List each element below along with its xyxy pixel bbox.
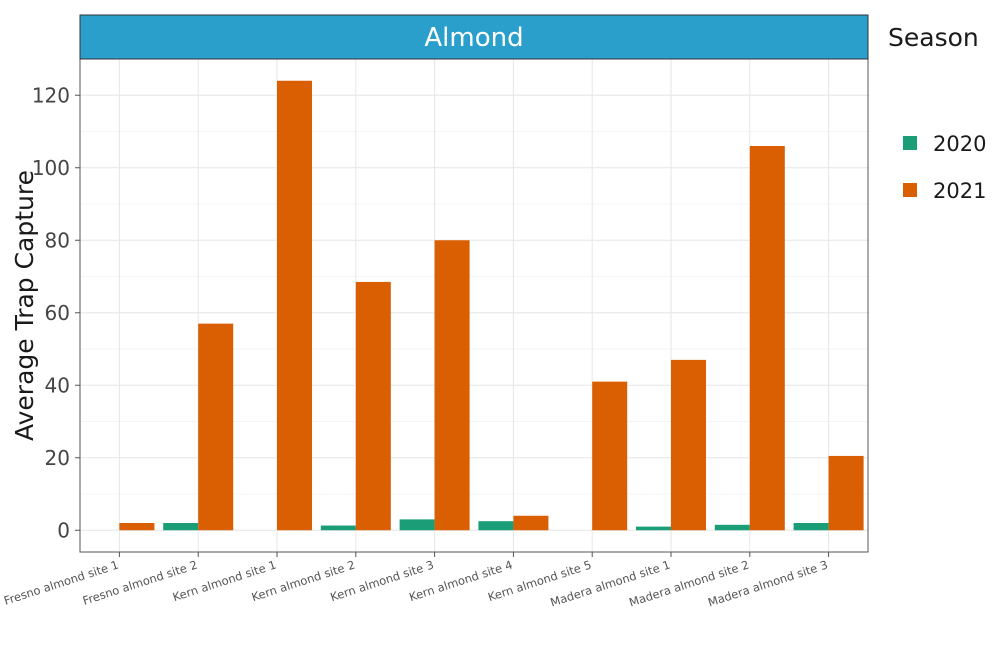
- legend-key-2020: [903, 136, 917, 150]
- y-tick-label: 60: [45, 301, 70, 325]
- bars: [119, 80, 864, 531]
- legend-title: Season: [888, 23, 979, 52]
- y-tick-label: 0: [57, 518, 70, 542]
- bar-2020-kern-almond-site-3: [399, 519, 435, 531]
- y-tick-label: 100: [32, 156, 70, 180]
- bar-2020-fresno-almond-site-2: [163, 523, 199, 531]
- bar-2021-fresno-almond-site-2: [198, 323, 234, 531]
- y-tick-label: 20: [45, 446, 70, 470]
- bar-2021-kern-almond-site-3: [434, 240, 470, 531]
- bar-2021-kern-almond-site-5: [592, 381, 628, 531]
- bar-2021-kern-almond-site-4: [513, 515, 549, 531]
- bar-2021-madera-almond-site-2: [749, 146, 785, 531]
- facet-strip: Almond: [79, 14, 869, 60]
- legend-key-2021: [903, 183, 917, 197]
- bar-2021-kern-almond-site-2: [355, 281, 391, 531]
- facet-label: Almond: [424, 23, 523, 53]
- bar-2021-madera-almond-site-3: [828, 455, 864, 531]
- y-axis: 0 20 40 60 80 100 120: [32, 83, 80, 542]
- bar-2020-kern-almond-site-4: [478, 521, 514, 531]
- legend-label-2021: 2021: [933, 179, 986, 203]
- y-tick-label: 120: [32, 83, 70, 107]
- bar-2020-madera-almond-site-2: [714, 524, 750, 531]
- facet-strip-background: [79, 14, 869, 60]
- y-tick-label: 40: [45, 373, 70, 397]
- bar-2021-kern-almond-site-1: [277, 80, 312, 531]
- bar-2020-kern-almond-site-2: [320, 525, 356, 531]
- bar-2020-madera-almond-site-1: [636, 526, 671, 531]
- legend-label-2020: 2020: [933, 132, 986, 156]
- y-axis-title: Average Trap Capture: [10, 170, 39, 441]
- y-tick-label: 80: [45, 228, 70, 252]
- bar-2021-fresno-almond-site-1: [119, 523, 155, 531]
- bar-2020-madera-almond-site-3: [793, 523, 829, 531]
- bar-2021-madera-almond-site-1: [671, 359, 706, 531]
- legend: Season 2020 2021: [888, 23, 986, 203]
